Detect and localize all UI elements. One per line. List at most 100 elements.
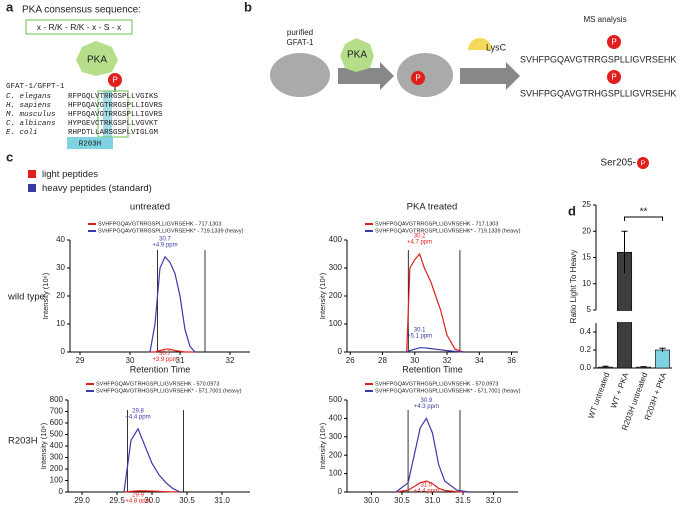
peak-label: 31.0 — [421, 483, 433, 489]
consensus: x - R/K - R/K - x - S - x — [37, 22, 122, 32]
x-tick-label: 26 — [346, 356, 355, 365]
y-axis-label: Intensity (10⁶) — [318, 272, 327, 319]
x-tick-label: 29.0 — [74, 496, 90, 503]
panel-label: d — [568, 203, 576, 218]
axis-break — [592, 311, 672, 322]
legend-swatch — [28, 170, 36, 178]
gene: GFAT-1/GFPT-1 — [6, 83, 65, 91]
highlight — [103, 91, 112, 137]
y-axis-label: Ratio Light To Heavy — [569, 250, 578, 324]
mutation-box — [67, 137, 113, 149]
mutation: R203H — [79, 140, 102, 148]
peak-label: 30.9 — [421, 398, 433, 404]
phospho-circle — [108, 73, 122, 87]
x-tick-label: 30.5 — [394, 496, 410, 503]
x-tick-label: WT + PKA — [609, 371, 630, 410]
peak-ppm: +4.9 ppm — [152, 242, 177, 248]
trace — [150, 348, 195, 353]
y-tick-label: 20 — [56, 291, 65, 300]
y-tick-label: 300 — [329, 263, 343, 272]
peak-ppm: +4.7 ppm — [407, 240, 432, 246]
y-tick-label: 800 — [50, 395, 64, 404]
trace — [395, 417, 470, 493]
kinase-shape — [340, 38, 374, 72]
y-tick-label: 200 — [50, 464, 64, 473]
consensus-box — [25, 19, 133, 35]
y-tick-label: 500 — [329, 395, 343, 404]
column-title: PKA treated — [407, 202, 458, 213]
y-tick-label: 100 — [329, 469, 343, 478]
y-tick-label: 700 — [50, 407, 64, 416]
kinase: PKA — [347, 50, 367, 61]
x-tick-label: 29 — [76, 356, 85, 365]
phospho-circle — [607, 35, 621, 49]
trace — [123, 490, 181, 493]
column-title: untreated — [130, 202, 170, 213]
sequence: HFPGQAVGTRRGSPLLIGVRS — [68, 111, 163, 119]
phospho-circle — [411, 71, 425, 85]
y-tick-label: 0 — [59, 487, 64, 496]
y-tick-label: 25 — [582, 200, 591, 209]
peak-label: 30.7 — [159, 351, 171, 357]
peak-ppm: +5.1 ppm — [407, 333, 432, 339]
y-tick-label: 200 — [329, 450, 343, 459]
x-tick-label: 31.5 — [455, 496, 471, 503]
species: C. elegans — [6, 93, 51, 101]
protease: LysC — [486, 42, 507, 52]
trace — [406, 252, 464, 353]
x-tick-label: 31 — [176, 356, 185, 365]
phospho: P — [611, 38, 616, 47]
y-tick-label: 300 — [50, 453, 64, 462]
y-tick-label: 0.4 — [580, 327, 592, 336]
row-title: R203H — [8, 436, 38, 447]
x-tick-label: WT untreated — [586, 371, 611, 419]
y-tick-label: 0.0 — [580, 363, 592, 372]
y-tick-label: 200 — [329, 291, 343, 300]
significance: ** — [640, 207, 648, 218]
legend-label: SVHFPGQAVGTRHGSPLLIGVRSEHK* - 571.7001 (… — [96, 388, 242, 394]
y-tick-label: 400 — [329, 235, 343, 244]
legend-label: SVHFPGQAVGTRHGSPLLIGVRSEHK* - 571.7001 (… — [375, 388, 521, 394]
protein: GFAT-1 — [287, 38, 315, 47]
legend-label: SVHFPGQAVGTRHGSPLLIGVRSEHK - 570.0973 — [375, 381, 498, 387]
peptide: SVHFPGQAVGTRRGSPLLIGVRSEHK — [520, 54, 676, 64]
y-tick-label: 500 — [50, 430, 64, 439]
legend-label: SVHFPGQAVGTRRGSPLLIGVRSEHK* - 719.1339 (… — [98, 228, 244, 234]
y-tick-label: 10 — [56, 319, 65, 328]
x-tick-label: 30.5 — [179, 496, 195, 503]
trace — [123, 427, 181, 493]
x-tick-label: 30 — [410, 356, 419, 365]
sequence: RFPGQLVTRRGSPLLVGIKS — [68, 93, 159, 101]
peak-label: 30.1 — [414, 327, 426, 333]
y-tick-label: 300 — [329, 432, 343, 441]
sequence: RHPDTLLARSGSPLVIGLGM — [68, 129, 159, 137]
y-axis-label: Intensity (10⁶) — [41, 272, 50, 319]
x-tick-label: 32 — [443, 356, 452, 365]
y-tick-label: 0 — [338, 487, 343, 496]
phospho: P — [611, 73, 616, 82]
peak-ppm: +4.4 ppm — [125, 414, 150, 420]
peak-label: 30.2 — [414, 234, 426, 240]
panel-label: c — [6, 149, 13, 164]
significance-bracket — [624, 216, 663, 221]
x-tick-label: 31.0 — [214, 496, 230, 503]
y-tick-label: 100 — [329, 319, 343, 328]
y-tick-label: 0 — [61, 347, 66, 356]
trace — [406, 347, 464, 353]
arrow — [338, 68, 380, 84]
x-tick-label: 36 — [507, 356, 516, 365]
legend-label: heavy peptides (standard) — [42, 183, 152, 194]
sequence: HFPGQAVGTRRGSPLLIGVRS — [68, 102, 163, 110]
x-axis-label: Retention Time — [130, 364, 191, 374]
phospho: P — [112, 76, 117, 85]
purified: purified — [287, 28, 313, 37]
x-tick-label: 31.0 — [425, 496, 441, 503]
bar — [654, 349, 671, 369]
legend-swatch — [28, 184, 36, 192]
x-tick-label: 29.5 — [109, 496, 125, 503]
legend-label: light peptides — [42, 169, 98, 180]
legend-label: SVHFPGQAVGTRRGSPLLIGVRSEHK* - 719.1339 (… — [375, 228, 521, 234]
y-tick-label: 20 — [582, 226, 591, 235]
x-tick-label: 34 — [475, 356, 484, 365]
